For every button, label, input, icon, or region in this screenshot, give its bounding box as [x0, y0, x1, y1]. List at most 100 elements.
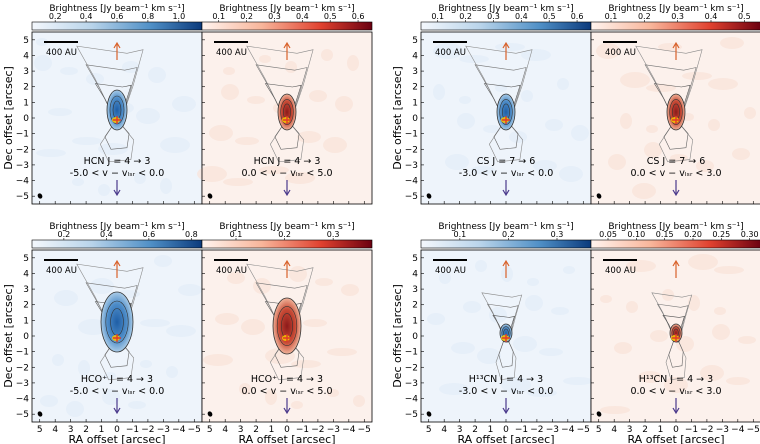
x-tick-label: 1 [658, 425, 664, 435]
outflow-arrow-up-icon [113, 41, 121, 60]
x-tick-label: −3 [716, 425, 729, 435]
noise-patch [259, 166, 289, 174]
y-tick-label: 2 [23, 83, 29, 93]
noise-patch [688, 295, 700, 311]
y-tick-label: 4 [412, 51, 418, 61]
colorbar-title: Brightness [Jy beam⁻¹ km s⁻¹] [49, 4, 184, 14]
x-tick-label: 1 [269, 425, 275, 435]
colorbar-tick-label: 0.2 [502, 230, 515, 239]
panel-1: 400 AU HCN J = 4 → 3-5.0 < v − vₗₛᵣ < 0.0… [31, 12, 203, 205]
y-tick-label: −5 [405, 192, 418, 202]
panel-line-label: CS J = 7 → 6 [647, 156, 706, 167]
noise-patch [52, 354, 64, 366]
scale-bar-label: 400 AU [216, 266, 247, 276]
colorbar-tick-label: 0.4 [515, 12, 528, 21]
scale-bar-label: 400 AU [46, 266, 77, 276]
colorbar [420, 239, 592, 249]
colorbar-tick-label: 0.1 [453, 230, 466, 239]
y-tick-label: 3 [23, 67, 29, 77]
colorbar-tick-label: 1.0 [172, 12, 185, 21]
colorbar [420, 21, 592, 31]
noise-patch [303, 319, 327, 327]
colorbar-tick-label: 0.6 [352, 12, 365, 21]
x-tick-label: −2 [311, 425, 324, 435]
panel-velocity-label: 0.0 < v − vₗₛᵣ < 3.0 [630, 386, 721, 397]
noise-patch [160, 178, 172, 194]
scale-bar-label: 400 AU [216, 48, 247, 58]
noise-patch [178, 284, 202, 296]
y-tick-label: 1 [23, 316, 29, 326]
noise-patch [154, 255, 172, 267]
x-tick-label: 1 [99, 425, 105, 435]
x-tick-label: −4 [561, 425, 575, 435]
noise-patch [221, 84, 239, 100]
y-axis-label: Dec offset [arcsec] [2, 284, 15, 388]
panel-line-label: H¹³CN J = 4 → 3 [469, 374, 543, 385]
panel-7: 400 AU H¹³CN J = 4 → 3-3.0 < v − vₗₛᵣ < 0… [420, 230, 593, 423]
x-tick-label: 5 [596, 425, 602, 435]
panel-velocity-label: -5.0 < v − vₗₛᵣ < 0.0 [70, 386, 164, 397]
noise-patch [708, 119, 720, 131]
y-tick-label: −1 [405, 348, 418, 358]
colorbar-title: Brightness [Jy beam⁻¹ km s⁻¹] [438, 4, 573, 14]
colorbar-tick-label: 0.5 [543, 12, 556, 21]
noise-patch [148, 67, 166, 83]
noise-patch [166, 366, 178, 378]
noise-patch [459, 55, 489, 63]
source-marker-icon [113, 334, 121, 342]
y-tick-label: 0 [412, 114, 418, 124]
noise-patch [614, 342, 632, 354]
noise-patch [527, 389, 557, 397]
y-tick-label: −2 [405, 363, 418, 373]
colorbar [201, 21, 373, 31]
noise-patch [285, 61, 297, 73]
panel-6: 400 AU HCO⁺ J = 4 → 30.0 < v − vₗₛᵣ < 5.0… [201, 230, 373, 423]
source-marker-icon [283, 116, 291, 124]
y-tick-label: 2 [23, 301, 29, 311]
y-tick-label: −4 [405, 395, 419, 405]
colorbar-tick-label: 0.3 [487, 12, 500, 21]
y-tick-label: 5 [412, 36, 418, 46]
colorbar-tick-label: 0.8 [185, 230, 198, 239]
y-tick-label: −5 [405, 410, 418, 420]
noise-patch [134, 172, 146, 184]
source-marker-icon [283, 334, 291, 342]
noise-patch [596, 43, 620, 59]
noise-patch [664, 377, 688, 393]
outflow-arrow-up-icon [502, 259, 510, 278]
noise-patch [209, 125, 233, 141]
noise-patch [521, 90, 533, 102]
x-tick-label: 4 [441, 425, 447, 435]
panel-velocity-label: -3.0 < v − vₗₛᵣ < 0.0 [459, 168, 553, 179]
source-marker-icon [502, 334, 510, 342]
noise-patch [650, 330, 668, 342]
noise-patch [215, 313, 239, 325]
colorbar [31, 21, 203, 31]
y-axis-label: Dec offset [arcsec] [391, 284, 404, 388]
scale-bar-label: 400 AU [605, 266, 636, 276]
colorbar-tick-label: 0.2 [240, 12, 253, 21]
noise-patch [341, 284, 359, 296]
noise-patch [744, 107, 756, 119]
colorbar-title: Brightness [Jy beam⁻¹ km s⁻¹] [49, 222, 184, 232]
noise-patch [427, 313, 445, 325]
noise-patch [563, 266, 575, 274]
outflow-arrow-down-icon [113, 398, 121, 415]
noise-patch [128, 401, 146, 409]
noise-patch [433, 84, 445, 100]
x-tick-label: 2 [83, 425, 89, 435]
noise-patch [557, 78, 569, 90]
noise-patch [545, 119, 563, 131]
noise-patch [347, 55, 359, 71]
x-axis-label: RA offset [arcsec] [238, 433, 335, 444]
y-tick-label: −1 [16, 348, 29, 358]
x-tick-label: −1 [685, 425, 698, 435]
colorbar-tick-label: 0.5 [738, 12, 751, 21]
noise-patch [223, 67, 235, 75]
x-tick-label: 5 [207, 425, 213, 435]
colorbar-tick-label: 0.4 [296, 12, 309, 21]
y-tick-label: 5 [412, 254, 418, 264]
x-axis-label: RA offset [arcsec] [627, 433, 724, 444]
noise-patch [54, 290, 78, 306]
outflow-arrow-up-icon [672, 41, 680, 60]
